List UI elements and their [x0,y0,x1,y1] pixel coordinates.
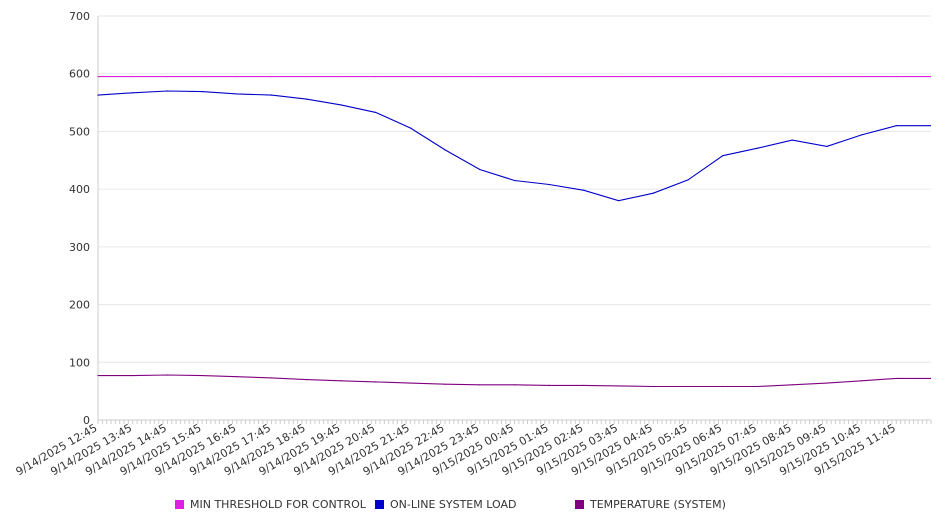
legend-item-min-threshold[interactable]: MIN THRESHOLD FOR CONTROL [175,498,366,511]
series-2-point [618,385,620,387]
legend-label-min-threshold: MIN THRESHOLD FOR CONTROL [190,498,366,511]
series-2-point [479,384,481,386]
series-0-point [375,76,377,78]
series-1-point [895,125,897,127]
series-1-point [270,94,273,96]
series-2-point [513,384,516,386]
series-0-point [166,76,169,78]
series-1-point [687,179,689,181]
series-2-point [305,379,307,381]
series-1-point [791,139,793,141]
series-1-point [860,134,863,136]
series-1-point [722,155,724,157]
series-2-point [895,377,897,380]
series-0-point [791,76,793,78]
series-0-point [97,76,99,78]
y-tick-label-600: 600 [69,68,90,81]
series-1-point [444,149,446,151]
y-tick-label-100: 100 [69,356,90,369]
series-1-point [652,192,654,194]
series-1-point [166,90,169,92]
series-2-point [652,385,654,388]
legend-swatch-system-load [375,500,384,509]
series-1-point [479,168,481,171]
series-1-point [375,111,377,113]
series-2-point [236,376,238,378]
series-1-point [201,91,203,93]
series-1-point [548,183,550,186]
series-1-point [756,147,759,149]
series-0-point [860,76,863,78]
series-2-point [826,382,828,384]
axes [97,16,932,424]
series-2-point [583,384,585,386]
series-1-point [97,94,99,96]
series-0-point [201,76,203,78]
series-0-point [513,76,516,78]
series-1-point [305,98,307,100]
series-1-point [618,200,620,202]
series-2-point [270,377,273,379]
series-0-point [756,76,759,78]
y-tick-labels: 0 100 200 300 400 500 600 700 [69,10,90,427]
y-tick-label-200: 200 [69,299,90,312]
series-0-point [687,76,689,78]
series-2-point [548,384,550,386]
legend-item-temperature[interactable]: TEMPERATURE (SYSTEM) [575,498,726,511]
series-1-point [513,179,516,182]
series-0-point [895,76,897,78]
series-0-point [618,76,620,78]
series-1-point [583,189,585,191]
series-2-point [687,385,689,388]
series-2-point [409,382,411,384]
series-2-point [375,381,377,383]
series-1-point [340,104,342,106]
x-tick-labels: 9/14/2025 12:459/14/2025 13:459/14/2025 … [14,421,898,478]
series-1-point [409,127,411,129]
y-tick-label-400: 400 [69,183,90,196]
series-2-point [791,384,793,386]
series-line-1 [97,90,931,202]
series-0-point [722,76,724,78]
series-2-point [444,383,446,385]
series-0-point [409,76,411,78]
series-0-point [826,76,828,78]
legend-label-system-load: ON-LINE SYSTEM LOAD [390,498,517,511]
legend-label-temperature: TEMPERATURE (SYSTEM) [590,498,726,511]
y-tick-label-0: 0 [83,414,90,427]
series-0-point [270,76,273,78]
grid-lines [98,15,931,363]
series-2-point [756,385,759,388]
series-0-point [444,76,446,78]
series-2-point [97,374,99,377]
legend-swatch-temperature [575,500,584,509]
series-2-point [201,374,203,377]
series-0-point [479,76,481,78]
series-0-point [583,76,585,78]
series-lines [97,76,931,388]
legend-swatch-min-threshold [175,500,184,509]
series-2-point [166,374,169,376]
series-0-point [236,76,238,78]
series-0-point [340,76,342,78]
series-0-point [305,76,307,78]
y-tick-label-500: 500 [69,125,90,138]
series-0-point [132,76,134,78]
series-0-point [548,76,550,78]
series-2-point [722,385,724,388]
y-tick-label-300: 300 [69,241,90,254]
series-1-point [236,93,238,95]
legend-item-system-load[interactable]: ON-LINE SYSTEM LOAD [375,498,516,511]
series-2-point [860,380,863,382]
series-0-point [652,76,654,78]
y-tick-label-700: 700 [69,10,90,23]
series-1-point [132,92,134,94]
legend: MIN THRESHOLD FOR CONTROL ON-LINE SYSTEM… [0,498,946,514]
series-2-point [340,380,342,382]
series-2-point [132,374,134,377]
series-1-point [826,145,828,148]
